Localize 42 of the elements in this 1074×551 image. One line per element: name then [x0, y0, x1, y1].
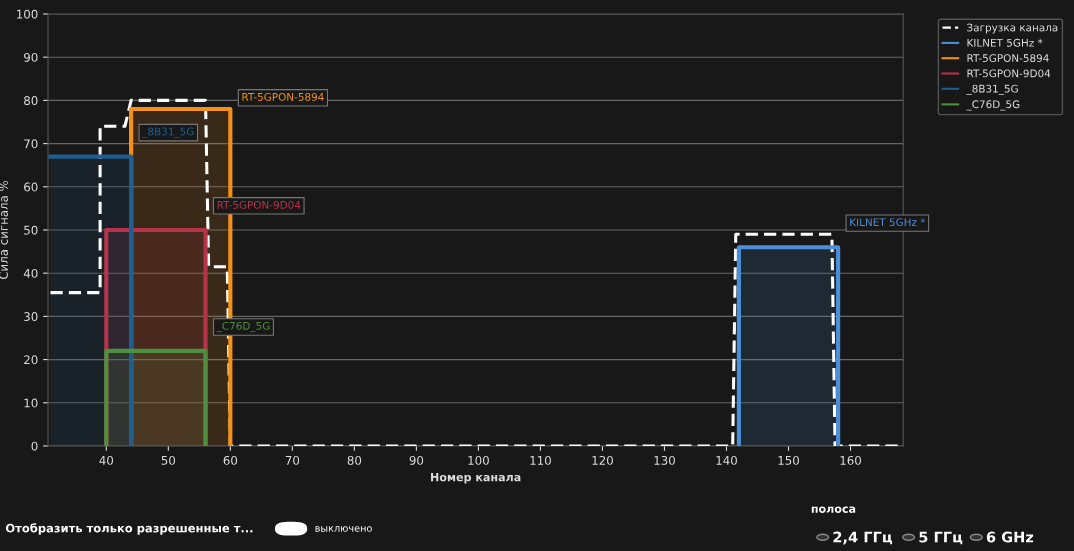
x-tick-label: 130: [654, 455, 675, 465]
legend-label: Загрузка канала: [967, 23, 1058, 34]
x-tick-label: 120: [592, 455, 613, 465]
x-tick-label: 110: [530, 455, 551, 465]
x-tick-label: 140: [716, 455, 737, 465]
x-axis-title: Номер канала: [431, 473, 521, 484]
x-tick-label: 70: [285, 455, 300, 465]
annotation: RT-5GPON-9D04: [217, 200, 301, 209]
x-tick-label: 40: [99, 455, 114, 465]
text: выключено: [315, 526, 372, 532]
text: 6 GHz: [986, 531, 1034, 543]
legend-label: _8B31_5G: [966, 84, 1018, 95]
x-tick-label: 90: [409, 455, 424, 465]
annotation: _8B31_5G: [142, 127, 194, 138]
y-tick-label: 0: [31, 441, 38, 451]
x-tick-label: 80: [347, 455, 362, 465]
y-tick-label: 70: [24, 139, 38, 149]
annotation: _C76D_5G: [216, 321, 270, 333]
x-tick-label: 100: [468, 455, 489, 465]
text: Отобразить только разрешенные т...: [5, 523, 253, 535]
legend-label: _C76D_5G: [966, 100, 1020, 111]
x-tick-label: 50: [161, 455, 176, 465]
y-tick-label: 60: [24, 182, 38, 192]
y-tick-label: 20: [24, 355, 38, 365]
x-tick-label: 160: [840, 455, 861, 465]
text: 2,4 ГГц: [833, 531, 893, 545]
legend-label: RT-5GPON-9D04: [967, 69, 1051, 78]
y-tick-label: 40: [23, 268, 38, 278]
annotation: RT-5GPON-5894: [242, 92, 324, 101]
y-tick-label: 50: [24, 225, 38, 235]
x-tick-label: 150: [778, 455, 799, 465]
y-tick-label: 10: [24, 398, 38, 408]
legend-label: KILNET 5GHz *: [967, 38, 1043, 47]
text: полоса: [811, 506, 856, 513]
annotation: KILNET 5GHz *: [850, 218, 926, 227]
legend-label: RT-5GPON-5894: [967, 54, 1049, 63]
text: 5 ГГц: [919, 531, 963, 545]
y-tick-label: 90: [24, 52, 38, 62]
y-tick-label: 80: [24, 96, 38, 106]
y-tick-label: 30: [24, 312, 38, 322]
y-tick-label: 100: [17, 9, 38, 19]
x-tick-label: 60: [223, 455, 238, 465]
